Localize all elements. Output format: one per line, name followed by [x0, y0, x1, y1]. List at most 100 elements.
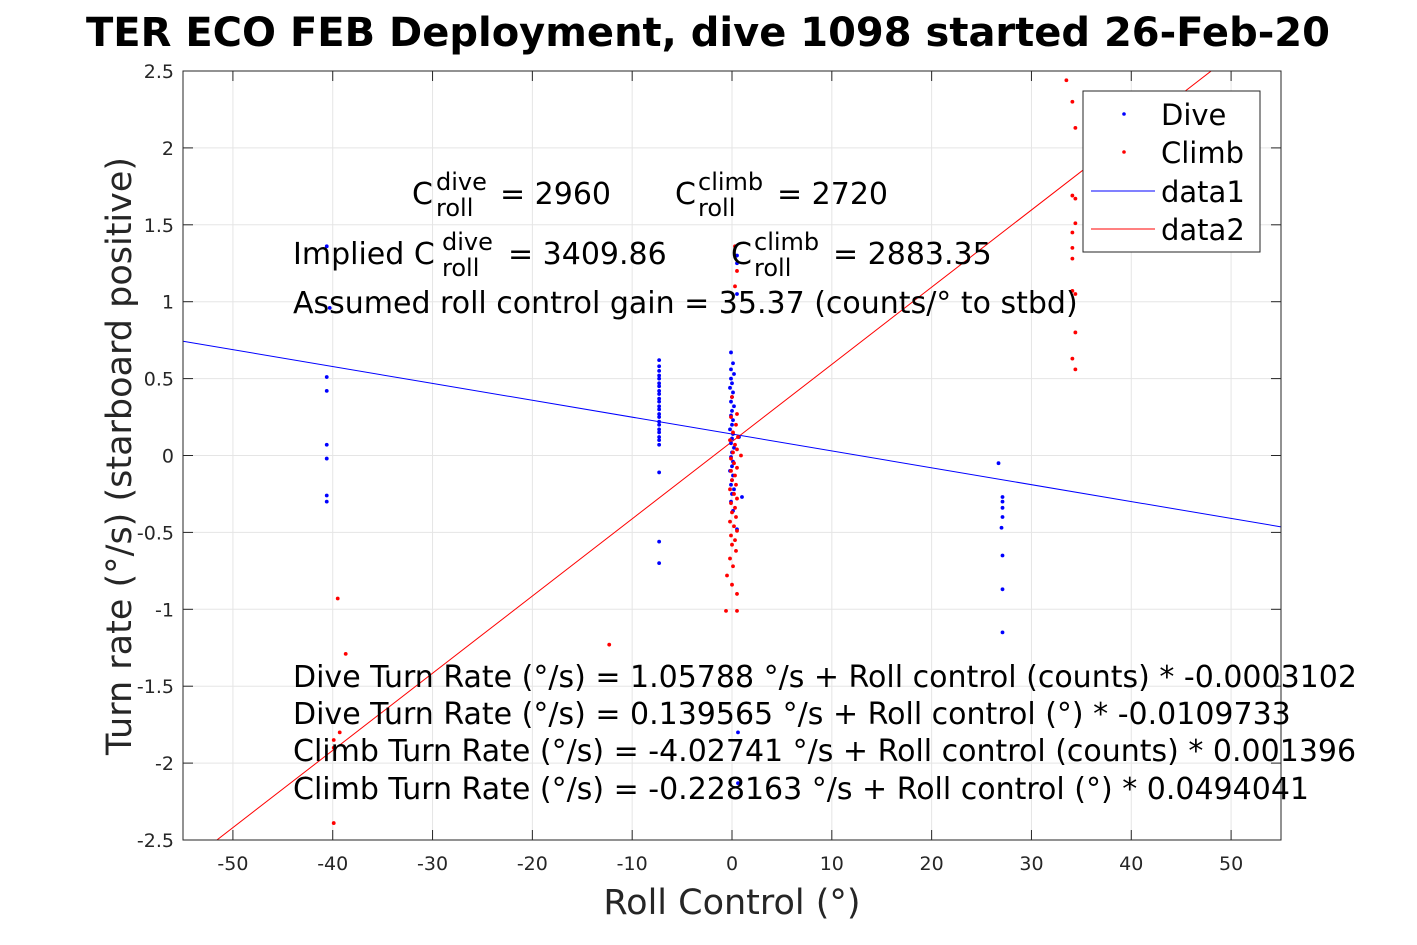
climb-point [1064, 78, 1069, 83]
climb-point [1070, 245, 1075, 250]
climb-point [724, 608, 728, 613]
climb-point [735, 592, 739, 596]
dive-point [657, 384, 662, 389]
subscript-roll: roll [442, 254, 479, 282]
y-tick-label: 2.5 [144, 61, 174, 83]
climb-point [733, 538, 737, 542]
dive-point [657, 396, 662, 401]
legend: Dive Climb data1 data2 [1082, 90, 1261, 253]
climb-point [337, 730, 342, 735]
legend-dive-label: Dive [1161, 98, 1226, 132]
implied-prefix: Implied C [293, 237, 435, 272]
climb-point [1073, 367, 1078, 372]
y-tick-label: -1 [155, 599, 174, 621]
x-tick-label: -10 [617, 853, 648, 875]
dive-point [657, 427, 662, 432]
climb-point [739, 453, 743, 458]
climb-point [607, 642, 612, 647]
climb-point [729, 501, 733, 506]
dive-point [1000, 587, 1005, 592]
equation-dive-degrees: Dive Turn Rate (°/s) = 0.139565 °/s + Ro… [293, 697, 1291, 732]
x-tick-label: 50 [1219, 853, 1243, 875]
climb-point [1070, 256, 1075, 261]
dive-point [1000, 630, 1005, 635]
implied-dive-value: = 3409.86 [508, 237, 667, 272]
plot-frame [182, 70, 1282, 841]
climb-point [728, 556, 732, 561]
chart-title: TER ECO FEB Deployment, dive 1098 starte… [86, 10, 1330, 56]
dive-point [999, 525, 1004, 530]
equation-climb-degrees: Climb Turn Rate (°/s) = -0.228163 °/s + … [293, 772, 1309, 807]
climb-point [729, 533, 733, 538]
fit-line-data2 [216, 71, 1212, 840]
climb-point [728, 438, 732, 443]
climb-point [731, 450, 735, 455]
dive-point [657, 369, 662, 373]
superscript-climb: climb [754, 228, 819, 256]
dive-point [996, 461, 1001, 466]
x-tick-label: -40 [317, 853, 348, 875]
dive-point [729, 482, 733, 487]
equation-dive-counts: Dive Turn Rate (°/s) = 1.05788 °/s + Rol… [293, 660, 1357, 695]
dive-point [657, 419, 662, 424]
climb-point [735, 496, 739, 501]
data-points [324, 78, 1078, 825]
dive-point [657, 389, 662, 393]
climb-point [733, 244, 737, 249]
climb-point [734, 548, 738, 553]
climb-point [735, 608, 739, 613]
y-tick-label: 1 [162, 292, 174, 314]
regression-equations: Dive Turn Rate (°/s) = 1.05788 °/s + Rol… [293, 660, 1357, 807]
x-tick-label: 20 [920, 853, 944, 875]
legend-climb-marker [1122, 150, 1126, 154]
climb-point [735, 447, 739, 452]
climb-point [734, 515, 738, 519]
climb-point [331, 745, 336, 750]
dive-point [730, 381, 734, 386]
implied-climb-value: = 2883.35 [833, 237, 992, 272]
roll-control-gain-annotation: Assumed roll control gain = 35.37 (count… [293, 286, 1078, 321]
climb-point [331, 738, 336, 742]
c-roll-dive-value: = 2960 [500, 177, 611, 212]
climb-point [731, 564, 735, 569]
x-tick-label: -30 [417, 853, 448, 875]
climb-point [729, 468, 733, 473]
climb-point [733, 473, 737, 478]
dive-point [729, 399, 733, 404]
climb-point [735, 269, 739, 273]
climb-point [1073, 196, 1078, 201]
climb-point [335, 596, 340, 601]
c-symbol: C [412, 177, 433, 212]
dive-point [657, 438, 662, 443]
x-axis-label: Roll Control (°) [603, 883, 860, 923]
dive-point [730, 464, 734, 469]
climb-point [733, 505, 737, 510]
dive-point [657, 561, 662, 566]
dive-point [324, 244, 329, 249]
dive-point [735, 292, 739, 296]
climb-point [1073, 330, 1078, 335]
climb-point [343, 652, 348, 656]
dive-point [736, 781, 740, 785]
subscript-roll: roll [698, 194, 735, 222]
y-axis-label: Turn rate (°/s) (starboard positive) [100, 157, 140, 756]
climb-point [735, 528, 739, 533]
dive-point [1000, 515, 1005, 519]
climb-point [730, 395, 734, 399]
c-symbol: C [675, 177, 696, 212]
climb-point [1073, 221, 1078, 226]
dive-point [736, 730, 740, 735]
climb-point [730, 510, 734, 515]
climb-point [730, 478, 734, 483]
legend-dive-marker [1122, 112, 1126, 116]
dive-point [730, 408, 734, 413]
dive-point [657, 364, 662, 369]
y-tick-label: 0.5 [144, 369, 174, 391]
dive-point [657, 430, 662, 435]
dive-point [657, 442, 662, 447]
climb-point [732, 492, 736, 496]
y-tick-label: 0 [162, 446, 174, 468]
